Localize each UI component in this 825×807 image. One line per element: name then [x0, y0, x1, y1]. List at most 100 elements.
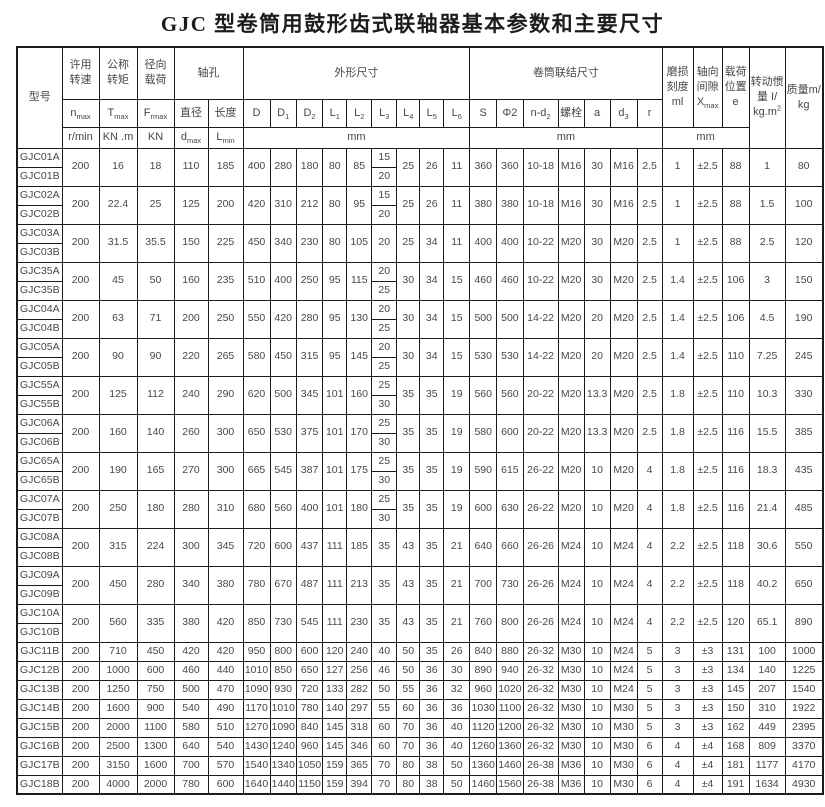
value-cell: 1020	[496, 679, 524, 700]
value-cell: 940	[496, 660, 524, 681]
value-cell: 50	[136, 261, 175, 301]
value-cell: 2.5	[636, 223, 663, 263]
value-cell: 63	[98, 299, 138, 339]
model-cell: GJC03A	[16, 223, 63, 244]
value-cell: 1.4	[661, 299, 694, 339]
table-row: GJC05A 200 90 90 220 265 580 450 315 95 145 20 30 34 1…	[16, 337, 824, 377]
value-cell-l3-bottom: 20	[371, 166, 398, 187]
model-cell: GJC09A	[16, 565, 63, 586]
value-cell: 560	[98, 603, 138, 643]
value-cell: 26	[419, 185, 445, 225]
value-cell: 1360	[469, 755, 498, 776]
value-cell-l3: 60	[371, 717, 398, 738]
value-cell: 150	[721, 698, 750, 719]
value-cell: 200	[61, 698, 100, 719]
value-cell: M16	[609, 185, 638, 225]
value-cell: 26-22	[522, 489, 559, 529]
value-cell: M16	[557, 147, 585, 187]
value-cell: 300	[207, 413, 244, 453]
value-cell: 3150	[98, 755, 138, 776]
value-cell: 580	[469, 413, 498, 453]
value-cell: M20	[557, 261, 585, 301]
value-cell: 290	[207, 375, 244, 415]
value-cell: 250	[295, 261, 324, 301]
value-cell: 88	[721, 147, 750, 187]
value-cell: 300	[207, 451, 244, 491]
value-cell: 720	[242, 527, 271, 567]
model-cell: GJC07A	[16, 489, 63, 510]
value-cell: 1600	[98, 698, 138, 719]
value-cell: 21	[443, 603, 471, 643]
value-cell: 400	[295, 489, 324, 529]
value-cell: 200	[61, 679, 100, 700]
model-cell: GJC35A	[16, 261, 63, 282]
value-cell-l3: 46	[371, 660, 398, 681]
value-cell: 22.4	[98, 185, 138, 225]
value-cell: 1260	[469, 736, 498, 757]
value-cell: 116	[721, 451, 750, 491]
value-cell: 460	[496, 261, 524, 301]
value-cell: 545	[295, 603, 324, 643]
value-cell: 55	[396, 679, 421, 700]
value-cell: 200	[207, 185, 244, 225]
value-cell: 43	[396, 565, 421, 605]
value-cell: 11	[443, 147, 471, 187]
value-cell: 225	[207, 223, 244, 263]
value-cell: 106	[721, 261, 750, 301]
value-cell: ±3	[692, 660, 723, 681]
value-cell-l3-top: 20	[371, 299, 398, 320]
value-cell: M24	[609, 603, 638, 643]
value-cell-l3: 70	[371, 774, 398, 795]
value-cell-l3-bottom: 25	[371, 356, 398, 377]
value-cell: 13.3	[583, 413, 611, 453]
value-cell: 280	[269, 147, 297, 187]
value-cell: ±3	[692, 698, 723, 719]
value-cell: 18	[136, 147, 175, 187]
value-cell: 131	[721, 641, 750, 662]
value-cell: 450	[98, 565, 138, 605]
value-cell: 400	[469, 223, 498, 263]
value-cell: 40.2	[748, 565, 786, 605]
value-cell: 530	[469, 337, 498, 377]
page-title: GJC 型卷筒用鼓形齿式联轴器基本参数和主要尺寸	[160, 12, 665, 36]
table-row: GJC35A 200 45 50 160 235 510 400 250 95 115 20 30 34 1…	[16, 261, 824, 301]
value-cell: 30	[396, 261, 421, 301]
value-cell: 1430	[242, 736, 271, 757]
value-cell: 162	[721, 717, 750, 738]
value-cell: 140	[136, 413, 175, 453]
value-cell: 3	[748, 261, 786, 301]
col-header-outline-0: D	[242, 98, 271, 128]
value-cell: 105	[346, 223, 373, 263]
value-cell: 200	[61, 451, 100, 491]
value-cell: 340	[269, 223, 297, 263]
value-cell: 4	[661, 736, 694, 757]
value-cell: 500	[496, 299, 524, 339]
col-header-model: 型号	[16, 46, 63, 149]
value-cell: 360	[496, 147, 524, 187]
value-cell: 10	[583, 774, 611, 795]
value-cell: 26	[443, 641, 471, 662]
value-cell: 140	[748, 660, 786, 681]
value-cell: 15	[443, 261, 471, 301]
value-cell: 250	[207, 299, 244, 339]
value-cell: 18.3	[748, 451, 786, 491]
col-header-drum-3: 螺栓	[557, 98, 585, 128]
value-cell: 200	[61, 261, 100, 301]
value-cell: 10	[583, 565, 611, 605]
value-cell: 43	[396, 527, 421, 567]
value-cell: 590	[469, 451, 498, 491]
value-cell: M20	[557, 451, 585, 491]
value-cell: 25	[396, 185, 421, 225]
value-cell: 5	[636, 717, 663, 738]
value-cell: 50	[396, 660, 421, 681]
value-cell: 38	[419, 774, 445, 795]
value-cell: 1.4	[661, 261, 694, 301]
value-cell: 380	[207, 565, 244, 605]
value-cell: 90	[98, 337, 138, 377]
value-cell: 20-22	[522, 413, 559, 453]
value-cell: 485	[784, 489, 824, 529]
value-cell: 80	[322, 147, 348, 187]
value-cell: 245	[784, 337, 824, 377]
value-cell: 950	[242, 641, 271, 662]
col-header-wear-scale: 磨损 刻度 ml	[661, 46, 694, 128]
